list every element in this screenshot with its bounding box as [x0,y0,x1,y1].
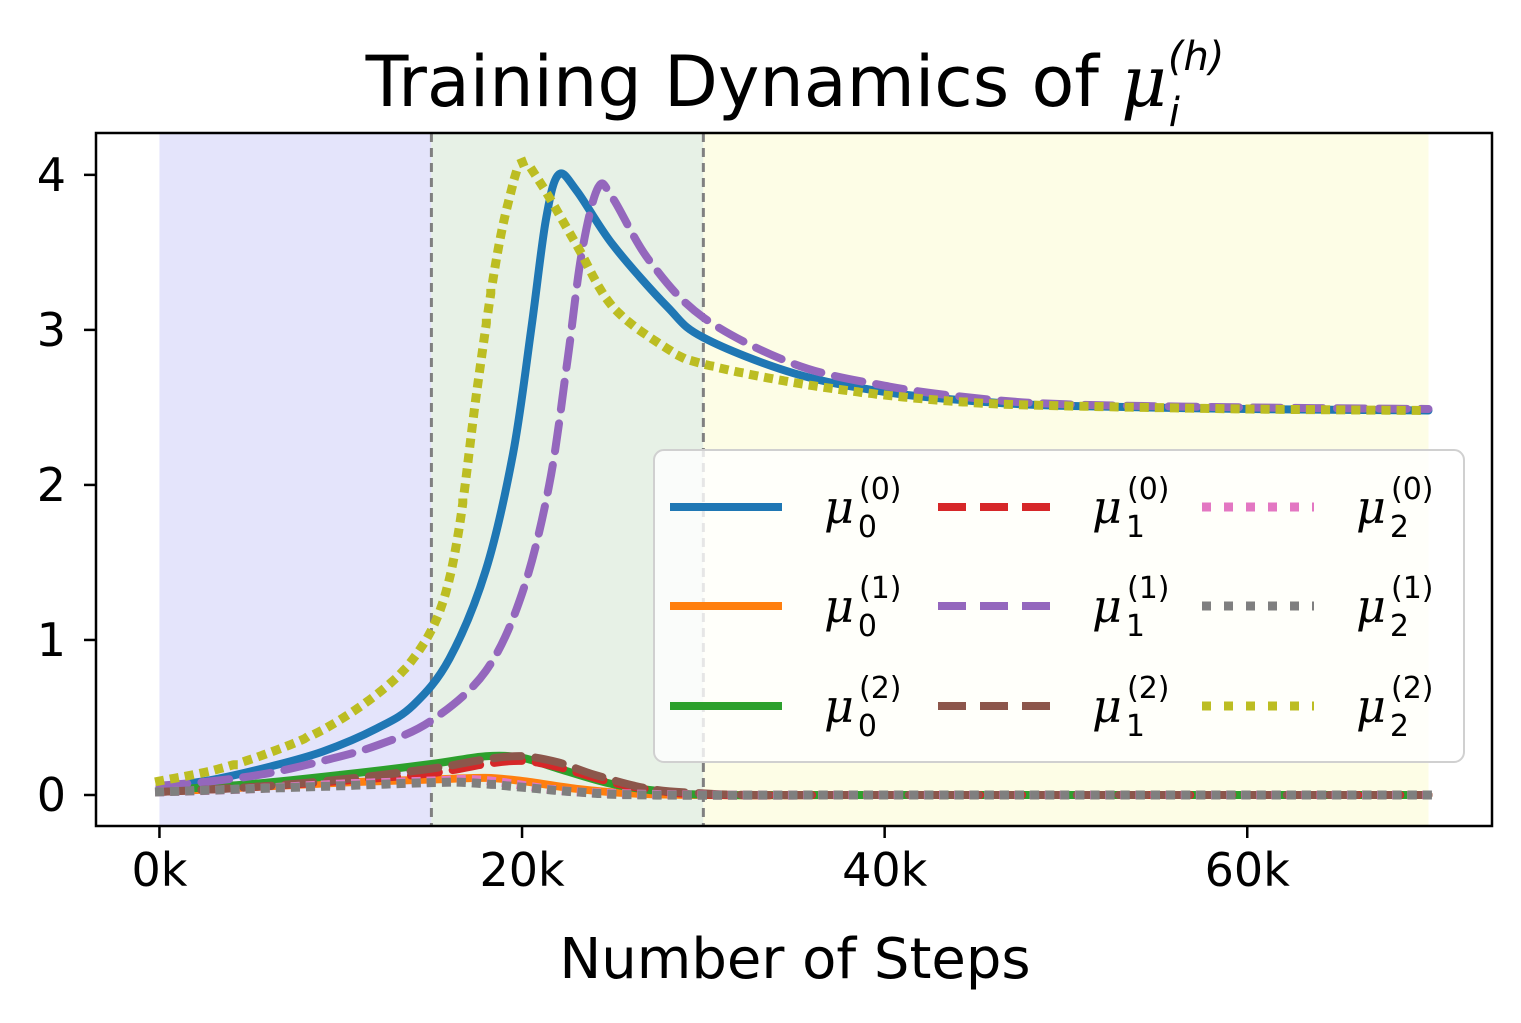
legend-label: μ 0(2) [824,671,902,744]
chart-title-symbol: μ [1121,41,1167,123]
legend-label-symbol: μ [824,480,854,534]
legend-label-subscript: 1 [1126,609,1145,644]
y-tick-label: 4 [37,148,66,202]
x-tick-label: 40k [842,843,928,897]
legend-entry: μ 0(0) [670,472,902,545]
legend-label-superscript: (0) [859,472,902,507]
series-line-mu-1-1 [155,179,1433,790]
legend-label-superscript: (2) [1391,671,1434,706]
legend-label-superscript: (1) [1127,571,1170,606]
legend-label-subscript: 0 [858,709,877,744]
legend-frame [653,449,1465,763]
legend-label-symbol: μ [1092,679,1122,733]
legend-label-subscript: 2 [1390,709,1409,744]
legend-label-superscript: (2) [859,671,902,706]
series-line-mu-1-2 [155,752,1433,800]
legend-label-subscript: 0 [858,510,877,545]
legend-label-symbol: μ [1092,579,1122,633]
legend-entry: μ 2(2) [1202,671,1434,744]
legend-entry: μ 2(0) [1202,472,1434,545]
legend-label-symbol: μ [824,679,854,733]
legend-label: μ 2(2) [1356,671,1434,744]
legend-label-symbol: μ [1356,579,1386,633]
x-tick-label: 0k [132,843,188,897]
plot-frame [94,131,1494,828]
legend-label-symbol: μ [824,579,854,633]
legend-label-symbol: μ [1356,679,1386,733]
legend-label-subscript: 0 [858,609,877,644]
legend-label-superscript: (2) [1127,671,1170,706]
y-tick-label: 2 [37,458,66,512]
legend-entry: μ 0(2) [670,671,902,744]
legend-label-subscript: 1 [1126,510,1145,545]
legend-label-superscript: (1) [859,571,902,606]
phase-band-1 [159,133,432,826]
legend-label-subscript: 1 [1126,709,1145,744]
x-tick-label: 60k [1205,843,1291,897]
y-axis-ticks: 0 1 2 3 4 [37,148,96,822]
legend-entry: μ 1(1) [938,571,1170,644]
y-tick-label: 1 [37,613,66,667]
legend-entry: μ 1(0) [938,472,1170,545]
legend: μ 0(0)μ 0(1)μ 0(2)μ 1(0)μ 1(1)μ 1(2)μ 2(0)μ 2(1)… [653,449,1465,763]
legend-label-superscript: (1) [1391,571,1434,606]
legend-label-symbol: μ [1092,480,1122,534]
y-tick-label: 3 [37,303,66,357]
y-tick-label: 0 [37,768,66,822]
legend-label: μ 2(1) [1356,571,1434,644]
x-axis-ticks: 0k 20k 40k 60k [132,826,1291,897]
legend-entry: μ 1(2) [938,671,1170,744]
legend-label: μ 0(0) [824,472,902,545]
legend-label: μ 1(0) [1092,472,1170,545]
legend-entry: μ 2(1) [1202,571,1434,644]
chart-title: Training Dynamics of μi (h) [365,34,1225,136]
legend-label: μ 1(2) [1092,671,1170,744]
legend-label: μ 2(0) [1356,472,1434,545]
legend-label: μ 1(1) [1092,571,1170,644]
series-line-mu-2-2 [154,157,1434,787]
legend-label-subscript: 2 [1390,510,1409,545]
legend-label-symbol: μ [1356,480,1386,534]
legend-entry: μ 0(1) [670,571,902,644]
series-lines [154,157,1434,800]
legend-label-superscript: (0) [1127,472,1170,507]
legend-entries: μ 0(0)μ 0(1)μ 0(2)μ 1(0)μ 1(1)μ 1(2)μ 2(0)μ 2(1)… [670,472,1434,744]
x-tick-label: 20k [479,843,565,897]
legend-label-subscript: 2 [1390,609,1409,644]
chart-title-subscript: i [1169,90,1180,136]
chart-title-superscript: (h) [1168,34,1225,80]
legend-label-superscript: (0) [1391,472,1434,507]
legend-label: μ 0(1) [824,571,902,644]
chart-title-prefix: Training Dynamics of [365,41,1122,123]
x-axis-label: Number of Steps [559,927,1030,992]
